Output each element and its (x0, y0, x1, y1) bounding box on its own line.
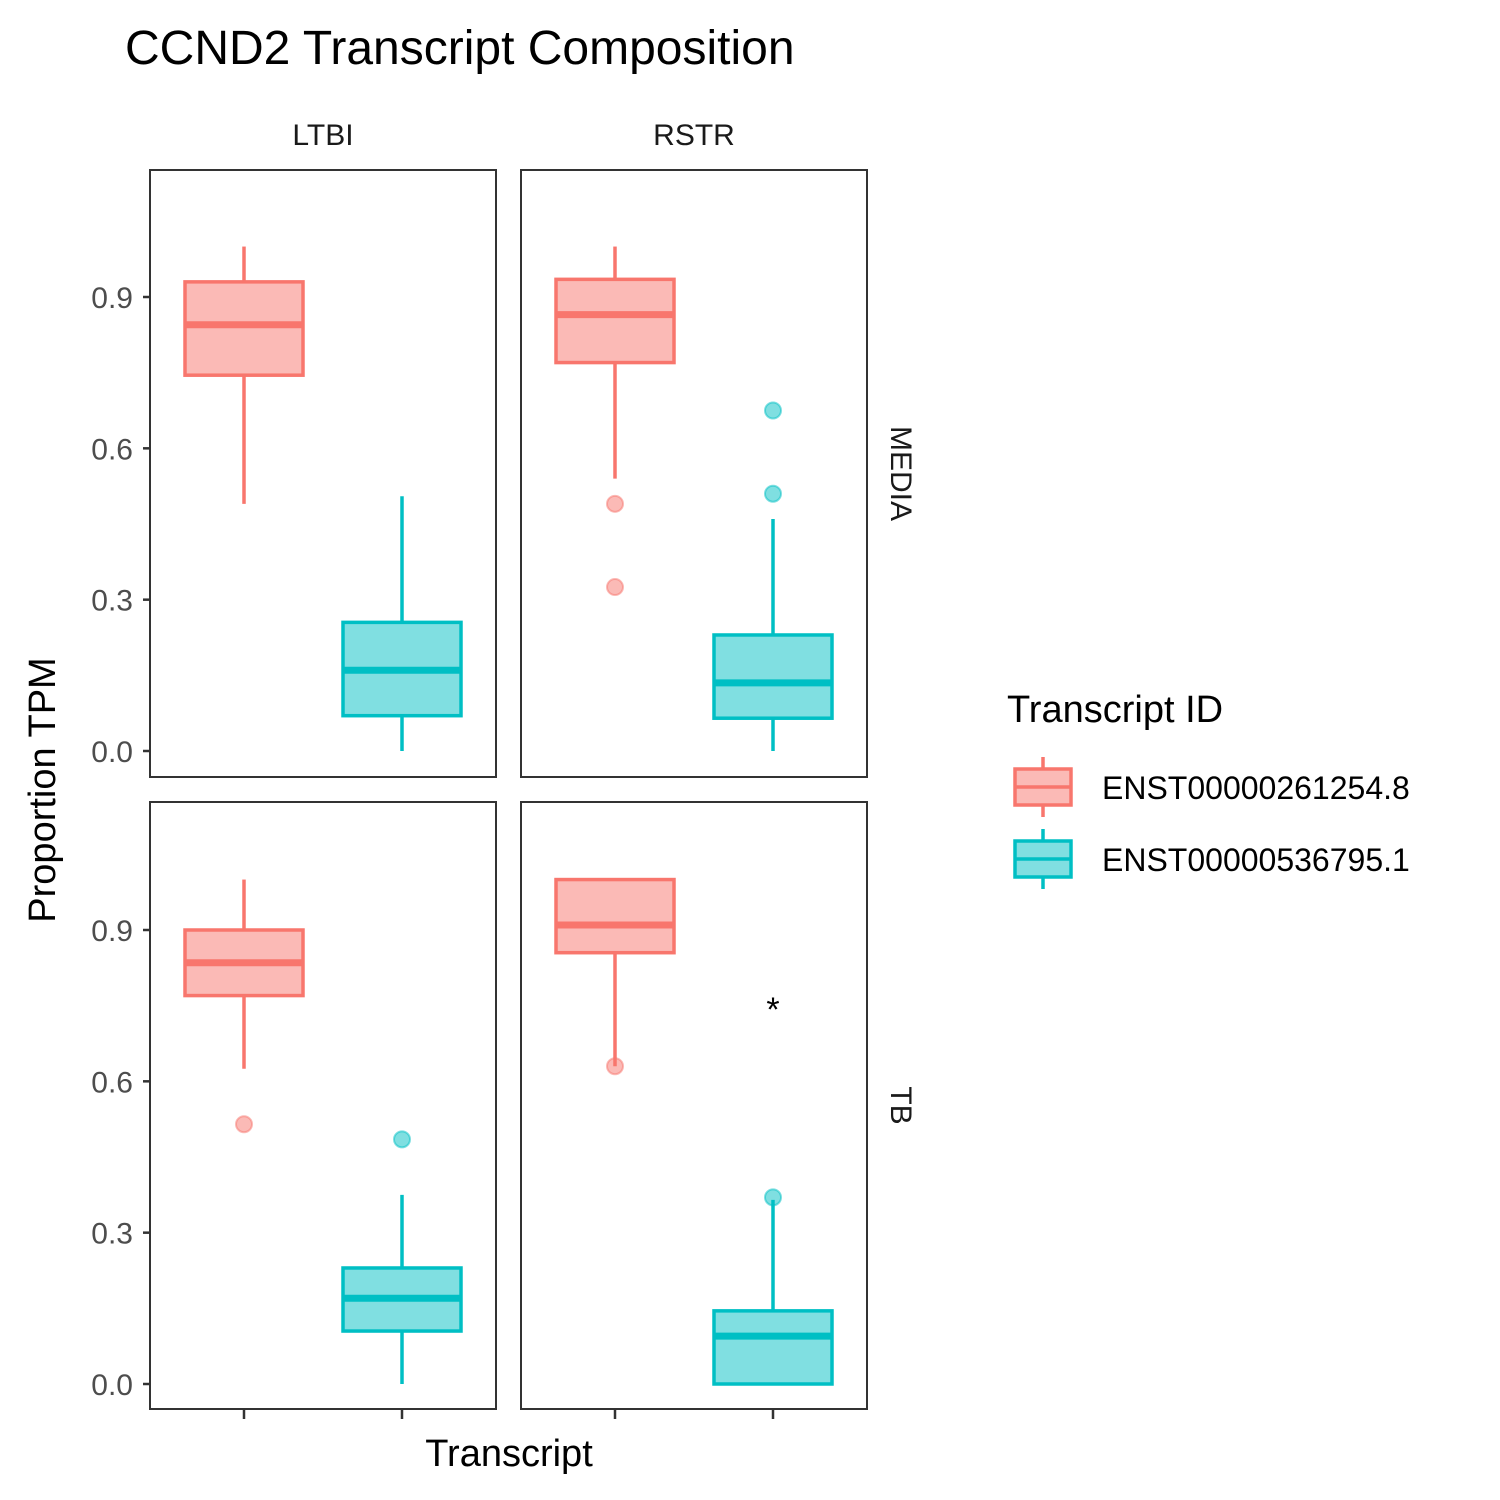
x-axis-title: Transcript (425, 1433, 593, 1475)
legend-item-label: ENST00000261254.8 (1102, 770, 1410, 806)
y-tick-label: 0.3 (91, 1218, 133, 1251)
box-body (183, 280, 305, 377)
chart-title: CCND2 Transcript Composition (125, 22, 795, 75)
y-tick-label: 0.6 (91, 1066, 133, 1099)
box-ENST00000536795.1 (712, 1188, 834, 1386)
legend: Transcript ID ENST00000261254.8 ENST00000… (1007, 689, 1410, 889)
box-body (554, 877, 676, 955)
panel-ltbi-tb (149, 801, 497, 1410)
outlier-point (606, 578, 624, 597)
y-tick-label: 0.9 (91, 282, 133, 315)
outlier-point (764, 484, 782, 503)
box-body (712, 1309, 834, 1386)
facet-column-label-ltbi: LTBI (292, 119, 353, 152)
box-ENST00000261254.8 (554, 877, 676, 1076)
outlier-point (235, 1115, 253, 1134)
legend-item-label: ENST00000536795.1 (1102, 842, 1410, 878)
legend-item: ENST00000261254.8 (1013, 757, 1410, 817)
y-tick-label: 0.3 (91, 585, 133, 618)
box-ENST00000536795.1 (341, 1130, 463, 1384)
box-body (712, 633, 834, 720)
outlier-point (606, 1057, 624, 1076)
facet-panels: LTBI RSTR MEDIA TB 0.0 0.3 0.6 0.9 0.0 0.3 0.6 0.9 * (91, 119, 917, 1419)
box-ENST00000261254.8 (183, 246, 305, 504)
legend-item: ENST00000536795.1 (1013, 829, 1410, 889)
outlier-point (764, 1188, 782, 1207)
outlier-point (393, 1130, 411, 1149)
y-tick-label: 0.0 (91, 736, 133, 769)
legend-title: Transcript ID (1007, 689, 1223, 731)
box-body (554, 277, 676, 365)
facet-row-label-tb: TB (884, 1086, 917, 1124)
y-tick-label: 0.0 (91, 1369, 133, 1402)
panel-rstr-tb: * (520, 801, 868, 1410)
outlier-point (764, 401, 782, 420)
facet-column-label-rstr: RSTR (653, 119, 735, 152)
facet-row-label-media: MEDIA (884, 426, 917, 521)
panel-ltbi-media (149, 169, 497, 778)
panel-rstr-media (520, 169, 868, 778)
y-tick-label: 0.6 (91, 433, 133, 466)
box-ENST00000536795.1 (712, 401, 834, 751)
outlier-point (606, 494, 624, 513)
y-tick-label: 0.9 (91, 915, 133, 948)
box-ENST00000536795.1 (341, 496, 463, 751)
box-ENST00000261254.8 (554, 246, 676, 597)
box-ENST00000261254.8 (183, 879, 305, 1134)
y-axis-title: Proportion TPM (22, 657, 64, 922)
significance-marker: * (766, 991, 779, 1029)
